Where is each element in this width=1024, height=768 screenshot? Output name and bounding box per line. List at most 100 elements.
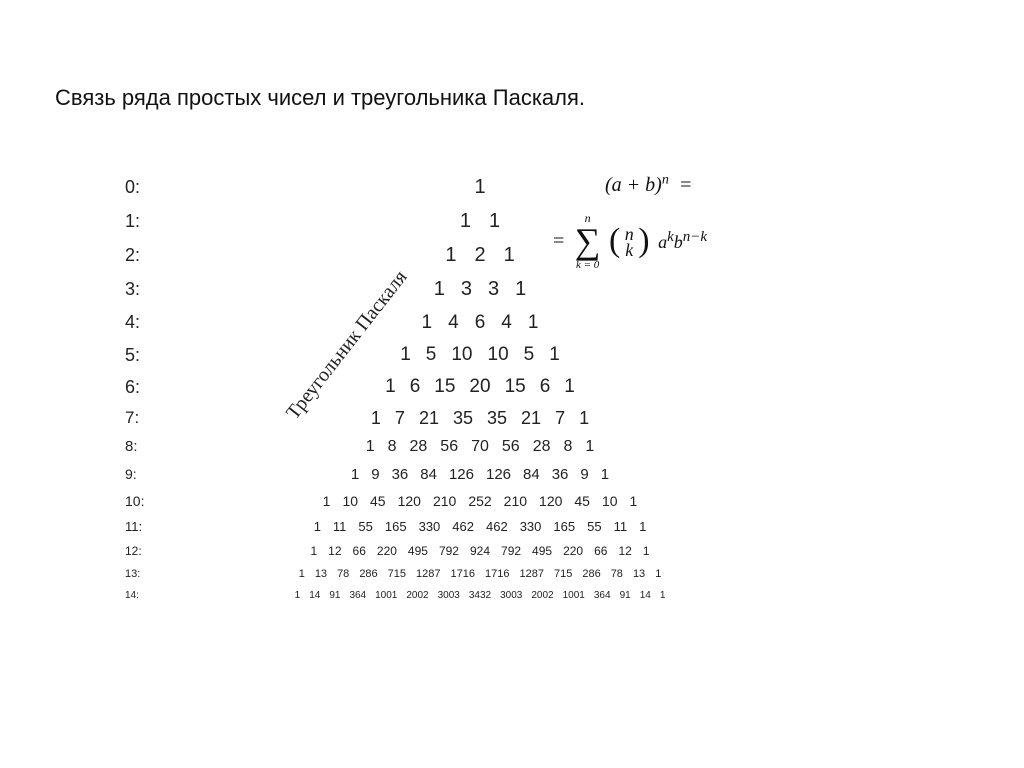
- triangle-cell: 1: [579, 403, 589, 433]
- triangle-cell: 1: [564, 371, 575, 403]
- triangle-cell: 78: [337, 563, 349, 585]
- triangle-cell: 165: [385, 514, 407, 539]
- triangle-cell: 1: [323, 488, 331, 514]
- triangle-cell: 8: [388, 433, 397, 461]
- triangle-cell: 715: [554, 563, 572, 585]
- page-root: Связь ряда простых чисел и треугольника …: [0, 0, 1024, 768]
- row-values: 14641: [125, 306, 835, 339]
- row-values: 1: [125, 170, 835, 204]
- triangle-cell: 28: [533, 433, 551, 461]
- triangle-cell: 36: [392, 461, 409, 488]
- triangle-cell: 1: [585, 433, 594, 461]
- triangle-cell: 1: [489, 204, 500, 238]
- triangle-cell: 1: [385, 371, 396, 403]
- triangle-row: 0:1: [125, 170, 905, 204]
- triangle-cell: 120: [539, 488, 562, 514]
- triangle-cell: 55: [587, 514, 601, 539]
- triangle-cell: 286: [359, 563, 377, 585]
- triangle-cell: 12: [328, 539, 341, 563]
- triangle-cell: 364: [349, 585, 366, 606]
- triangle-cell: 15: [505, 371, 526, 403]
- triangle-cell: 792: [439, 539, 459, 563]
- triangle-cell: 1: [639, 514, 646, 539]
- triangle-cell: 330: [419, 514, 441, 539]
- triangle-cell: 220: [377, 539, 397, 563]
- triangle-cell: 78: [611, 563, 623, 585]
- triangle-cell: 3: [488, 272, 499, 306]
- triangle-cell: 165: [553, 514, 575, 539]
- triangle-cell: 84: [523, 461, 540, 488]
- triangle-cell: 10: [451, 339, 472, 371]
- triangle-cell: 55: [358, 514, 372, 539]
- triangle-cell: 1: [434, 272, 445, 306]
- row-values: 11378286715128717161716128771528678131: [125, 563, 835, 585]
- triangle-cell: 286: [582, 563, 600, 585]
- triangle-cell: 1: [504, 238, 515, 272]
- triangle-cell: 1: [630, 488, 638, 514]
- triangle-cell: 10: [342, 488, 358, 514]
- triangle-cell: 1: [400, 339, 411, 371]
- triangle-row: 7:172135352171: [125, 403, 905, 433]
- triangle-cell: 1: [474, 170, 485, 204]
- row-values: 15101051: [125, 339, 835, 371]
- triangle-cell: 210: [433, 488, 456, 514]
- triangle-cell: 715: [388, 563, 406, 585]
- triangle-cell: 1: [422, 306, 433, 339]
- triangle-row: 1:11: [125, 204, 905, 238]
- triangle-cell: 1: [660, 585, 666, 606]
- triangle-cell: 6: [410, 371, 421, 403]
- triangle-cell: 56: [440, 433, 458, 461]
- row-values: 121: [125, 238, 835, 272]
- triangle-cell: 66: [594, 539, 607, 563]
- triangle-cell: 1: [366, 433, 375, 461]
- triangle-cell: 1: [643, 539, 650, 563]
- row-values: 1115516533046246233016555111: [125, 514, 835, 539]
- triangle-cell: 28: [410, 433, 428, 461]
- triangle-cell: 11: [614, 514, 628, 539]
- triangle-rows: 0:11:112:1213:13314:146415:151010516:161…: [125, 170, 905, 606]
- triangle-cell: 2002: [406, 585, 428, 606]
- triangle-cell: 1001: [563, 585, 585, 606]
- triangle-row: 13:1137828671512871716171612877152867813…: [125, 563, 905, 585]
- triangle-row: 8:18285670562881: [125, 433, 905, 461]
- triangle-cell: 1: [299, 563, 305, 585]
- triangle-cell: 3: [461, 272, 472, 306]
- triangle-cell: 1716: [485, 563, 509, 585]
- triangle-cell: 7: [395, 403, 405, 433]
- triangle-cell: 364: [594, 585, 611, 606]
- triangle-cell: 792: [501, 539, 521, 563]
- triangle-cell: 13: [315, 563, 327, 585]
- triangle-cell: 462: [452, 514, 474, 539]
- triangle-cell: 1: [460, 204, 471, 238]
- triangle-row: 6:1615201561: [125, 371, 905, 403]
- triangle-cell: 3003: [500, 585, 522, 606]
- triangle-cell: 330: [520, 514, 542, 539]
- triangle-cell: 45: [370, 488, 386, 514]
- triangle-cell: 84: [420, 461, 437, 488]
- triangle-cell: 1: [371, 403, 381, 433]
- row-values: 172135352171: [125, 403, 835, 433]
- triangle-row: 10:1104512021025221012045101: [125, 488, 905, 514]
- triangle-cell: 1: [314, 514, 321, 539]
- triangle-cell: 1: [528, 306, 539, 339]
- triangle-row: 12:1126622049579292479249522066121: [125, 539, 905, 563]
- row-values: 11: [125, 204, 835, 238]
- triangle-cell: 1: [295, 585, 301, 606]
- triangle-row: 14:1149136410012002300334323003200210013…: [125, 585, 905, 606]
- triangle-cell: 3432: [469, 585, 491, 606]
- triangle-cell: 126: [486, 461, 511, 488]
- row-values: 1615201561: [125, 371, 835, 403]
- triangle-row: 4:14641: [125, 306, 905, 339]
- page-title: Связь ряда простых чисел и треугольника …: [55, 85, 585, 111]
- row-values: 1331: [125, 272, 835, 306]
- triangle-row: 9:193684126126843691: [125, 461, 905, 488]
- triangle-cell: 45: [574, 488, 590, 514]
- triangle-cell: 120: [398, 488, 421, 514]
- triangle-cell: 12: [618, 539, 631, 563]
- row-values: 1104512021025221012045101: [125, 488, 835, 514]
- triangle-cell: 924: [470, 539, 490, 563]
- triangle-cell: 8: [563, 433, 572, 461]
- triangle-cell: 1: [445, 238, 456, 272]
- triangle-cell: 7: [555, 403, 565, 433]
- triangle-cell: 13: [633, 563, 645, 585]
